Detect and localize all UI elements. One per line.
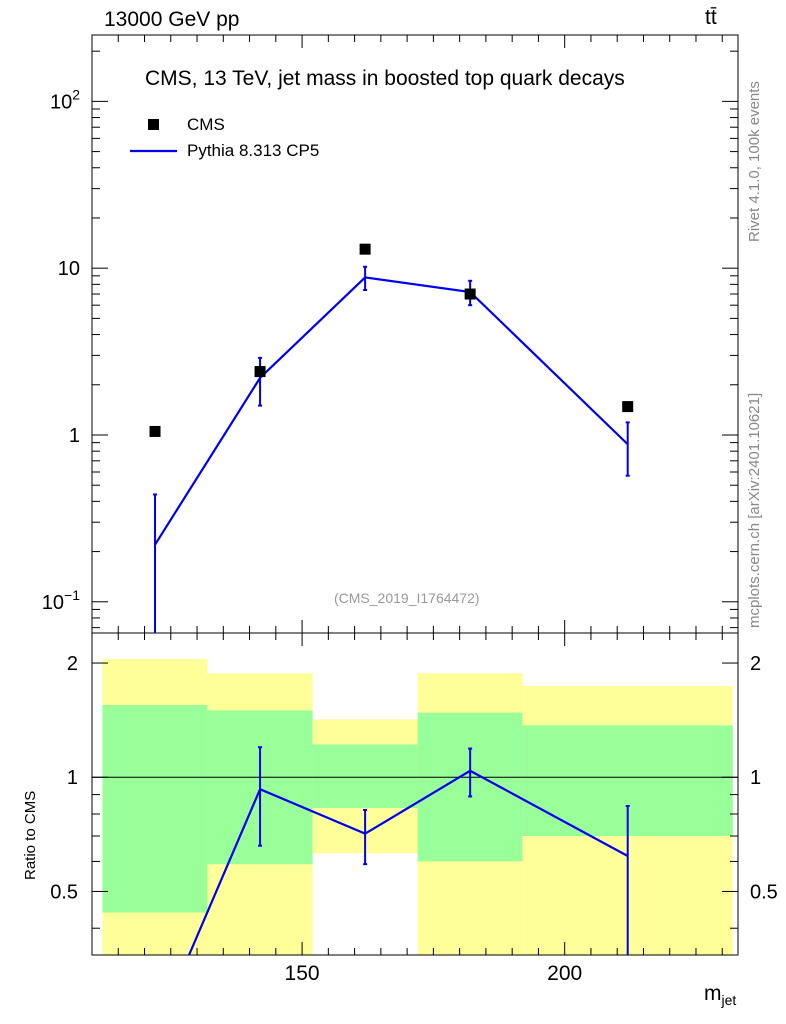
cms-data-point: [622, 401, 634, 413]
rivet-version-label: Rivet 4.1.0, 100k events: [746, 81, 763, 242]
main-y-tick-label: 10−1: [42, 587, 80, 614]
ratio-y-tick-label-right: 2: [750, 653, 761, 675]
ratio-y-axis-label: Ratio to CMS: [22, 790, 39, 880]
pythia-line: [154, 276, 629, 546]
ratio-y-tick-label: 2: [67, 653, 78, 675]
ratio-plot-frame: [91, 632, 739, 956]
cms-data-point: [149, 425, 161, 437]
cms-markers: [149, 243, 634, 437]
main-y-tick-label: 1: [69, 425, 80, 447]
ratio-y-tick-label-right: 1: [750, 767, 761, 789]
energy-label: 13000 GeV pp: [104, 8, 240, 31]
cms-data-point: [464, 288, 476, 300]
ratio-band-green: [312, 744, 418, 808]
cms-data-point: [254, 366, 266, 378]
legend-label-pythia: Pythia 8.313 CP5: [187, 141, 320, 160]
ratio-error-bars: [258, 746, 630, 955]
ratio-y-tick-label: 1: [67, 767, 78, 789]
x-tick-label: 200: [547, 962, 582, 985]
ratio-pythia-line: [187, 769, 629, 955]
analysis-watermark: (CMS_2019_I1764472): [334, 590, 480, 606]
main-y-tick-label: 102: [50, 86, 80, 113]
x-axis-label: mjet: [704, 982, 737, 1009]
main-y-tick-label: 10: [58, 258, 80, 280]
ratio-band-green: [102, 705, 208, 913]
legend-label-cms: CMS: [187, 115, 225, 134]
chart-title: CMS, 13 TeV, jet mass in boosted top qua…: [145, 67, 625, 90]
x-tick-label: 150: [285, 962, 320, 985]
source-label: mcplots.cern.ch [arXiv:2401.10621]: [746, 392, 763, 628]
legend-marker-cms: [148, 119, 159, 130]
main-y-axis-ticks: [92, 50, 738, 629]
pythia-error-bars: [153, 265, 630, 633]
ratio-bands: [102, 658, 733, 955]
cms-data-point: [359, 243, 371, 255]
ratio-y-tick-label-right: 0.5: [750, 881, 778, 903]
ratio-y-tick-label: 0.5: [50, 881, 78, 903]
x-axis-ticks: [91, 35, 723, 955]
process-label: tt̄: [705, 6, 717, 29]
